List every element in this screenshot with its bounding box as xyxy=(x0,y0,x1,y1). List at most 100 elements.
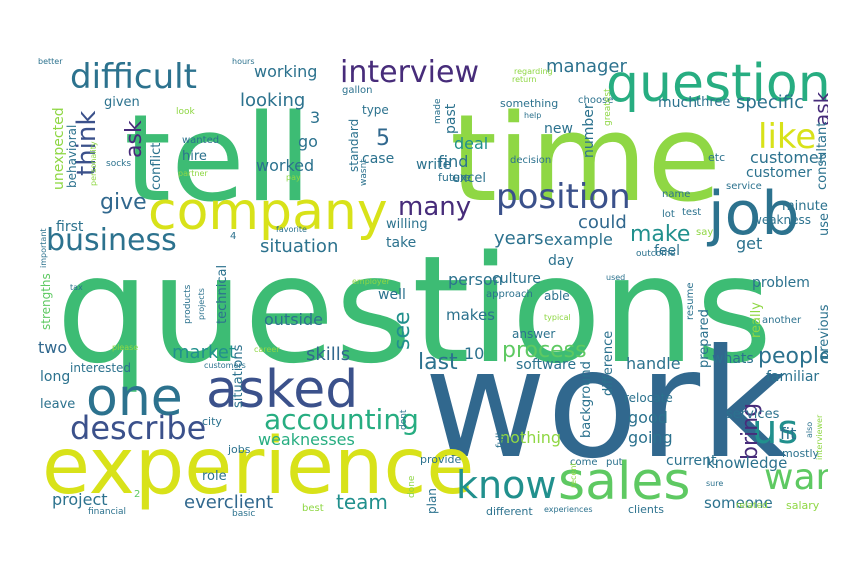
word-prepared: prepared xyxy=(697,309,712,368)
word-greatest: greatest xyxy=(603,88,613,126)
word-accounting: accounting xyxy=(264,403,419,436)
word-deal: deal xyxy=(454,134,489,153)
word-market: market xyxy=(172,342,236,363)
word-specific: specific xyxy=(736,92,805,113)
word-better: better xyxy=(38,57,63,66)
word-customer: customer xyxy=(750,148,826,167)
word-find: find xyxy=(438,152,469,171)
word-know: know xyxy=(456,463,557,507)
word-hire: hire xyxy=(182,149,207,164)
word-projects: projects xyxy=(197,288,206,320)
word-long: long xyxy=(40,369,71,385)
word-current: current xyxy=(666,453,717,469)
word-career: career xyxy=(254,345,280,354)
word-choose: choose xyxy=(578,95,614,106)
word-interviewer: interviewer xyxy=(815,414,824,460)
word-services: services xyxy=(726,407,780,422)
word-asked: asked xyxy=(206,360,359,420)
word-fit: fit xyxy=(780,424,797,443)
word-company: company xyxy=(148,182,388,242)
word-good: good xyxy=(628,408,668,427)
word-favorite: favorite xyxy=(276,225,307,234)
word-technical: technical xyxy=(215,264,230,324)
word-make: make xyxy=(630,222,691,247)
word-look: look xyxy=(176,107,195,117)
word-10: 10 xyxy=(464,344,485,363)
word-software: software xyxy=(516,357,577,373)
word-clients: clients xyxy=(628,503,664,516)
word-customer2: customer xyxy=(746,165,812,181)
word-made: made xyxy=(433,98,443,124)
word-project: project xyxy=(52,490,108,509)
word-process: process xyxy=(502,338,587,363)
word-gallon: gallon xyxy=(342,85,373,96)
word-nothing: nothing xyxy=(500,428,562,447)
word-excel: excel xyxy=(452,171,486,186)
word-feel: feel xyxy=(654,243,681,259)
word-three: three xyxy=(696,95,731,110)
word-go: go xyxy=(298,132,318,151)
word-position: position xyxy=(496,177,631,217)
word-important: important xyxy=(39,228,48,268)
word-question: question xyxy=(606,54,828,114)
word-time: time xyxy=(450,90,722,229)
word-job: job xyxy=(708,179,800,249)
word-etc: etc xyxy=(708,151,726,164)
word-recent: recent xyxy=(569,462,578,488)
word-weaknesses: weaknesses xyxy=(258,430,355,449)
word-familiar: familiar xyxy=(766,369,820,385)
word-describe: describe xyxy=(70,409,207,447)
word-us: us xyxy=(752,407,799,453)
word-done: done xyxy=(407,475,417,498)
word-cloud: questions work tell time experience ques… xyxy=(36,40,828,536)
word-case: case xyxy=(362,151,395,167)
word-work: work xyxy=(424,318,787,492)
word-could: could xyxy=(578,212,627,233)
word-team: team xyxy=(336,490,388,514)
word-financial: financial xyxy=(88,507,127,517)
word-help: help xyxy=(524,111,542,120)
word-see: see xyxy=(390,311,415,350)
word-first: first xyxy=(56,219,84,235)
word-partner: partner xyxy=(178,169,208,178)
word-role: role xyxy=(202,469,227,484)
word-interested: interested xyxy=(70,361,132,375)
word-sales: sales xyxy=(558,452,691,512)
word-situations: situations xyxy=(231,344,246,408)
word-return: return xyxy=(512,75,537,84)
word-minutes: minutes xyxy=(782,199,828,214)
word-outcome: outcome xyxy=(636,249,676,259)
word-wasnt: wasnt xyxy=(359,159,369,186)
word-provide: provide xyxy=(420,453,462,466)
word-another: another xyxy=(762,315,802,326)
word-also: also xyxy=(805,421,814,438)
word-well: well xyxy=(378,287,406,303)
word-leave: leave xyxy=(40,397,76,412)
word-mostly: mostly xyxy=(782,447,820,460)
word-ask: ask xyxy=(122,120,147,158)
word-employer: employer xyxy=(352,277,390,286)
word-person: person xyxy=(448,270,503,289)
word-given: given xyxy=(104,95,140,110)
word-approach: approach xyxy=(486,289,533,300)
word-name: name xyxy=(662,189,691,200)
word-come: come xyxy=(570,457,598,468)
word-test: test xyxy=(682,207,702,218)
word-decision: decision xyxy=(510,155,552,166)
word-experience: experience xyxy=(42,422,475,512)
word-experiences: experiences xyxy=(544,505,593,514)
word-makes: makes xyxy=(446,306,495,324)
word-number: number xyxy=(581,103,597,158)
word-last: last xyxy=(418,350,458,375)
word-able: able xyxy=(544,289,570,303)
word-want: want xyxy=(764,457,828,498)
word-really: really xyxy=(749,302,764,338)
word-please: please xyxy=(112,343,139,352)
word-interview: interview xyxy=(340,55,479,90)
word-willing: willing xyxy=(386,217,428,232)
word-unexpected: unexpected xyxy=(51,107,67,190)
word-write: write xyxy=(416,157,452,173)
word-years: years xyxy=(494,228,544,249)
word-hours: hours xyxy=(232,57,255,66)
word-3: 3 xyxy=(310,108,321,127)
